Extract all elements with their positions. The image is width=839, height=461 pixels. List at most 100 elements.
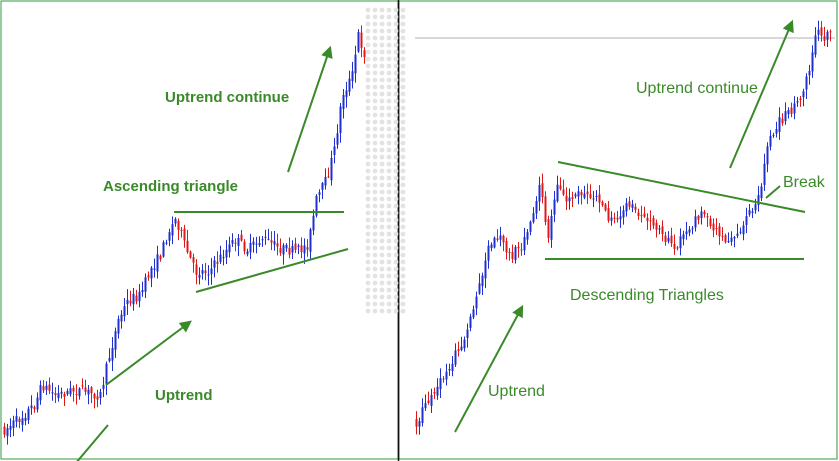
right-candle-body (625, 203, 628, 212)
right-candle-body (742, 225, 745, 235)
right-candle-body (451, 363, 454, 371)
watermark-dot (400, 84, 406, 90)
right-candle-body (706, 216, 709, 218)
watermark-dot (365, 112, 371, 118)
watermark-dot (379, 182, 385, 188)
watermark-dot (393, 133, 399, 139)
watermark-dot (400, 287, 406, 293)
right-candle-body (469, 316, 472, 328)
watermark-dot (365, 252, 371, 258)
watermark-dot (400, 245, 406, 251)
watermark-dot (365, 91, 371, 97)
left-ascending-triangle-label: Ascending triangle (103, 178, 238, 195)
left-candle-body (303, 245, 306, 254)
watermark-dot (400, 42, 406, 48)
left-candle-body (105, 363, 108, 385)
right-candle-body (484, 260, 487, 279)
watermark-dot (372, 266, 378, 272)
right-resistance-line (557, 161, 806, 213)
watermark-dot (372, 63, 378, 69)
right-candle-body (691, 228, 694, 230)
left-candle-body (174, 218, 177, 224)
watermark-dot (372, 252, 378, 258)
watermark-dot (400, 252, 406, 258)
right-candle-body (826, 31, 829, 40)
left-candle-body (156, 254, 159, 272)
watermark-dot (393, 98, 399, 104)
watermark-dot (393, 210, 399, 216)
watermark-dot (386, 91, 392, 97)
left-candle-body (360, 32, 363, 48)
left-candle-body (333, 146, 336, 155)
right-candle-body (433, 391, 436, 394)
right-candle-body (793, 103, 796, 114)
right-candle-body (547, 219, 550, 238)
left-candle-body (237, 238, 240, 247)
watermark-dot (386, 28, 392, 34)
watermark-dot (379, 231, 385, 237)
right-candle-body (490, 244, 493, 249)
watermark-dot (372, 196, 378, 202)
watermark-dot (379, 98, 385, 104)
right-break-label: Break (783, 174, 826, 191)
watermark-dot (365, 147, 371, 153)
right-candle-body (439, 378, 442, 390)
watermark-dot (400, 280, 406, 286)
right-candle-body (448, 369, 451, 371)
watermark-dot (372, 7, 378, 13)
watermark-dot (386, 245, 392, 251)
watermark-dot (372, 133, 378, 139)
watermark-dot (393, 119, 399, 125)
watermark-dot (400, 35, 406, 41)
watermark-dot (379, 175, 385, 181)
watermark-dot (400, 301, 406, 307)
right-candle-body (796, 101, 799, 103)
watermark-dot (400, 266, 406, 272)
left-candle-body (312, 215, 315, 231)
watermark-dot (365, 77, 371, 83)
watermark-dot (379, 280, 385, 286)
right-candle-body (781, 118, 784, 124)
watermark-dot (386, 168, 392, 174)
left-candle-body (252, 241, 255, 245)
left-candle-body (45, 385, 48, 390)
watermark-dot (393, 196, 399, 202)
right-candle-body (520, 249, 523, 251)
watermark-dot (379, 77, 385, 83)
left-candle-body (66, 390, 69, 395)
watermark-dot (386, 105, 392, 111)
watermark-dot (365, 182, 371, 188)
right-candle-body (526, 232, 529, 240)
watermark-dot (400, 126, 406, 132)
watermark-dot (379, 7, 385, 13)
right-candle-body (712, 223, 715, 231)
right-candle-body (622, 210, 625, 218)
watermark-dot (365, 168, 371, 174)
left-candle-body (207, 274, 210, 276)
right-candle-body (493, 237, 496, 248)
right-candle-body (673, 243, 676, 249)
left-candle-body (189, 251, 192, 258)
left-candle-body (78, 388, 81, 397)
watermark-dot (386, 231, 392, 237)
watermark-dot (372, 203, 378, 209)
right-candle-body (430, 394, 433, 406)
watermark-dot (400, 63, 406, 69)
left-candle-body (213, 260, 216, 268)
watermark-dot (400, 98, 406, 104)
right-candle-body (688, 229, 691, 233)
watermark-dot (372, 35, 378, 41)
left-candle-body (27, 408, 30, 421)
watermark-dot (400, 49, 406, 55)
right-candle-body (829, 31, 832, 33)
watermark-dot (393, 84, 399, 90)
right-candle-body (541, 183, 544, 198)
left-candle-body (123, 306, 126, 317)
watermark-dot (386, 287, 392, 293)
watermark-dot (365, 70, 371, 76)
watermark-dot (372, 210, 378, 216)
right-candle-body (514, 247, 517, 261)
left-candle-body (354, 54, 357, 74)
left-candle-body (12, 420, 15, 429)
right-candle-body (598, 194, 601, 203)
